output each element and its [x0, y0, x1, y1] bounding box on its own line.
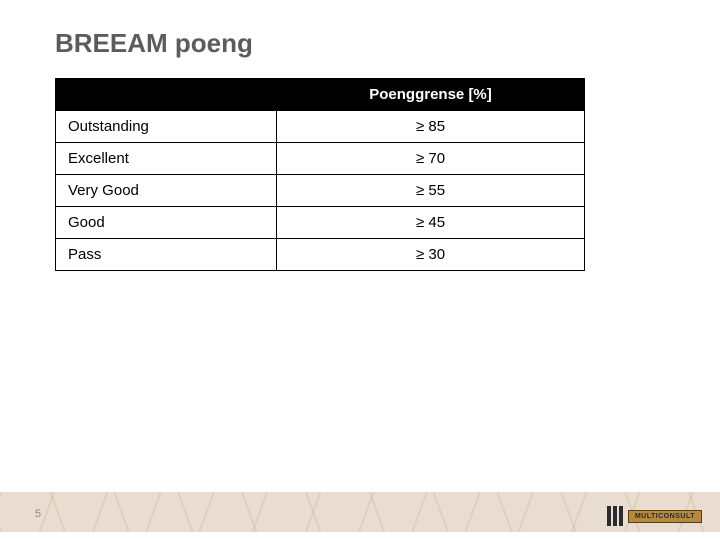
- slide: BREEAM poeng Poenggrense [%] Outstanding…: [0, 0, 720, 540]
- col-header-rating: [56, 79, 277, 111]
- cell-threshold: ≥ 30: [277, 239, 585, 271]
- cell-threshold: ≥ 70: [277, 143, 585, 175]
- cell-rating: Outstanding: [56, 111, 277, 143]
- cell-threshold: ≥ 55: [277, 175, 585, 207]
- cell-threshold: ≥ 85: [277, 111, 585, 143]
- bars-icon: [607, 506, 623, 526]
- cell-rating: Excellent: [56, 143, 277, 175]
- table-row: Good ≥ 45: [56, 207, 585, 239]
- cell-rating: Good: [56, 207, 277, 239]
- cell-threshold: ≥ 45: [277, 207, 585, 239]
- table-row: Excellent ≥ 70: [56, 143, 585, 175]
- page-number: 5: [35, 508, 41, 520]
- table-row: Pass ≥ 30: [56, 239, 585, 271]
- table-row: Very Good ≥ 55: [56, 175, 585, 207]
- slide-title: BREEAM poeng: [55, 28, 253, 59]
- brand-logo: MULTICONSULT: [607, 506, 702, 526]
- table-row: Outstanding ≥ 85: [56, 111, 585, 143]
- breeam-table: Poenggrense [%] Outstanding ≥ 85 Excelle…: [55, 78, 585, 271]
- cell-rating: Pass: [56, 239, 277, 271]
- cell-rating: Very Good: [56, 175, 277, 207]
- brand-logo-text: MULTICONSULT: [628, 510, 702, 523]
- table-header-row: Poenggrense [%]: [56, 79, 585, 111]
- col-header-threshold: Poenggrense [%]: [277, 79, 585, 111]
